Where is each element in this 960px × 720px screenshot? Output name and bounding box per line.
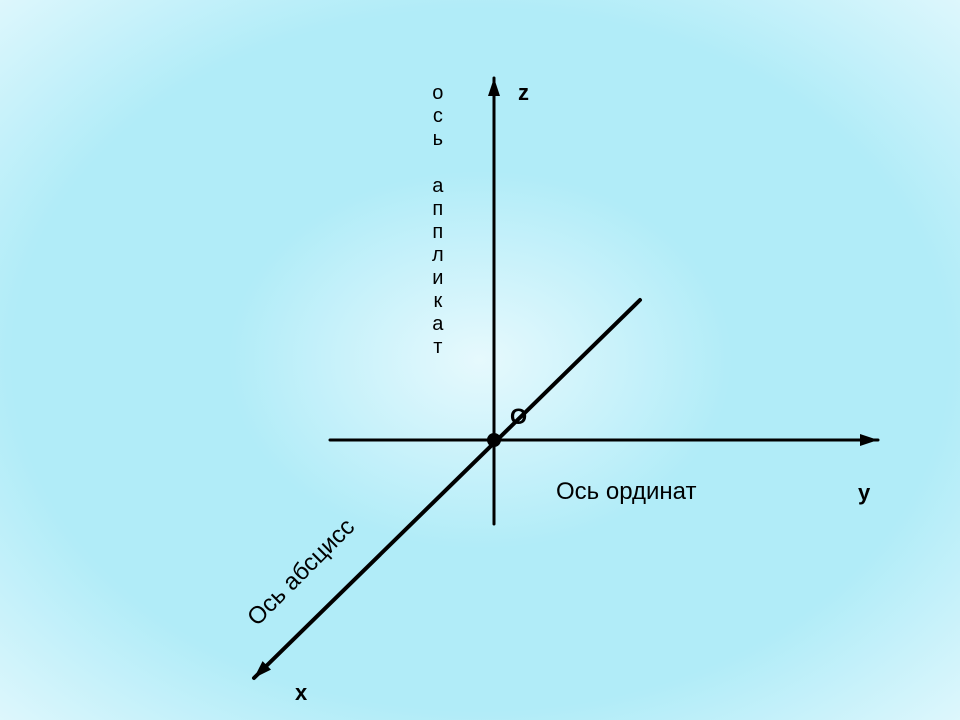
axis-y-label: y (858, 480, 870, 506)
axis-y-name: Ось ординат (556, 478, 696, 506)
axes-svg (0, 0, 960, 720)
axis-x-label: x (295, 680, 307, 706)
axis-z-label: z (518, 80, 529, 106)
background (0, 0, 960, 720)
coordinate-diagram: ось аппликат z O Ось ординат y Ось абсци… (0, 0, 960, 720)
axis-z-name: ось аппликат (432, 82, 444, 359)
origin-label: O (510, 404, 527, 430)
